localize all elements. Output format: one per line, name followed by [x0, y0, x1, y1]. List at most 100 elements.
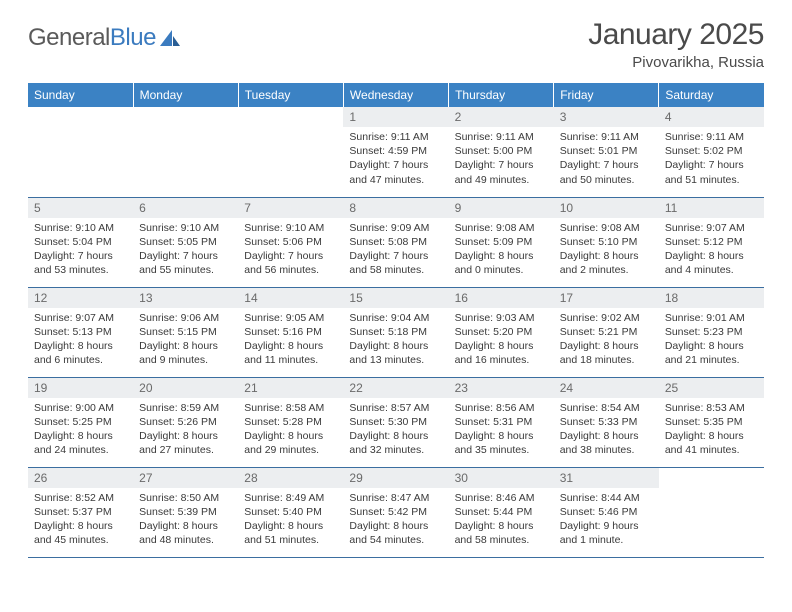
sunrise-label: Sunrise: 8:47 AM	[349, 491, 442, 505]
day-number: 28	[238, 468, 343, 488]
calendar-cell: 28Sunrise: 8:49 AMSunset: 5:40 PMDayligh…	[238, 467, 343, 557]
sunset-label: Sunset: 4:59 PM	[349, 144, 442, 158]
location-label: Pivovarikha, Russia	[588, 54, 764, 71]
title-block: January 2025 Pivovarikha, Russia	[588, 18, 764, 71]
day-data: Sunrise: 9:11 AMSunset: 4:59 PMDaylight:…	[343, 127, 448, 191]
daylight-line-a: Daylight: 8 hours	[139, 519, 232, 533]
day-data: Sunrise: 8:50 AMSunset: 5:39 PMDaylight:…	[133, 488, 238, 552]
calendar-cell: 29Sunrise: 8:47 AMSunset: 5:42 PMDayligh…	[343, 467, 448, 557]
calendar-cell: 15Sunrise: 9:04 AMSunset: 5:18 PMDayligh…	[343, 287, 448, 377]
sunrise-label: Sunrise: 9:09 AM	[349, 221, 442, 235]
day-data: Sunrise: 9:02 AMSunset: 5:21 PMDaylight:…	[554, 308, 659, 372]
sunset-label: Sunset: 5:12 PM	[665, 235, 758, 249]
calendar-cell: 2Sunrise: 9:11 AMSunset: 5:00 PMDaylight…	[449, 107, 554, 197]
sunset-label: Sunset: 5:06 PM	[244, 235, 337, 249]
daylight-line-b: and 9 minutes.	[139, 353, 232, 367]
daylight-line-a: Daylight: 7 hours	[244, 249, 337, 263]
day-data: Sunrise: 9:07 AMSunset: 5:12 PMDaylight:…	[659, 218, 764, 282]
calendar-cell: 24Sunrise: 8:54 AMSunset: 5:33 PMDayligh…	[554, 377, 659, 467]
brand-name: GeneralBlue	[28, 24, 156, 52]
daylight-line-b: and 29 minutes.	[244, 443, 337, 457]
sunrise-label: Sunrise: 8:57 AM	[349, 401, 442, 415]
day-data: Sunrise: 8:59 AMSunset: 5:26 PMDaylight:…	[133, 398, 238, 462]
calendar-cell: 27Sunrise: 8:50 AMSunset: 5:39 PMDayligh…	[133, 467, 238, 557]
sunrise-label: Sunrise: 8:53 AM	[665, 401, 758, 415]
daylight-line-a: Daylight: 8 hours	[349, 429, 442, 443]
day-number: 1	[343, 107, 448, 127]
sunset-label: Sunset: 5:18 PM	[349, 325, 442, 339]
sunset-label: Sunset: 5:33 PM	[560, 415, 653, 429]
daylight-line-b: and 24 minutes.	[34, 443, 127, 457]
day-number: 22	[343, 378, 448, 398]
daylight-line-a: Daylight: 8 hours	[244, 519, 337, 533]
day-number: 29	[343, 468, 448, 488]
daylight-line-a: Daylight: 7 hours	[560, 158, 653, 172]
day-data: Sunrise: 8:58 AMSunset: 5:28 PMDaylight:…	[238, 398, 343, 462]
day-number: 27	[133, 468, 238, 488]
day-data: Sunrise: 8:49 AMSunset: 5:40 PMDaylight:…	[238, 488, 343, 552]
daylight-line-b: and 50 minutes.	[560, 173, 653, 187]
daylight-line-b: and 21 minutes.	[665, 353, 758, 367]
day-number: 25	[659, 378, 764, 398]
daylight-line-b: and 18 minutes.	[560, 353, 653, 367]
sunset-label: Sunset: 5:08 PM	[349, 235, 442, 249]
daylight-line-b: and 32 minutes.	[349, 443, 442, 457]
daylight-line-a: Daylight: 8 hours	[455, 249, 548, 263]
day-number: 19	[28, 378, 133, 398]
daylight-line-a: Daylight: 7 hours	[34, 249, 127, 263]
calendar-cell: 9Sunrise: 9:08 AMSunset: 5:09 PMDaylight…	[449, 197, 554, 287]
daylight-line-a: Daylight: 8 hours	[139, 339, 232, 353]
calendar-cell: 30Sunrise: 8:46 AMSunset: 5:44 PMDayligh…	[449, 467, 554, 557]
sunset-label: Sunset: 5:15 PM	[139, 325, 232, 339]
calendar-row: 5Sunrise: 9:10 AMSunset: 5:04 PMDaylight…	[28, 197, 764, 287]
day-data: Sunrise: 9:00 AMSunset: 5:25 PMDaylight:…	[28, 398, 133, 462]
day-number: 4	[659, 107, 764, 127]
calendar-row: 1Sunrise: 9:11 AMSunset: 4:59 PMDaylight…	[28, 107, 764, 197]
daylight-line-a: Daylight: 8 hours	[560, 429, 653, 443]
day-data: Sunrise: 8:53 AMSunset: 5:35 PMDaylight:…	[659, 398, 764, 462]
day-header: Wednesday	[343, 83, 448, 107]
sunset-label: Sunset: 5:39 PM	[139, 505, 232, 519]
daylight-line-b: and 51 minutes.	[244, 533, 337, 547]
daylight-line-b: and 4 minutes.	[665, 263, 758, 277]
daylight-line-b: and 16 minutes.	[455, 353, 548, 367]
sunset-label: Sunset: 5:20 PM	[455, 325, 548, 339]
sunrise-label: Sunrise: 9:10 AM	[139, 221, 232, 235]
day-number: 23	[449, 378, 554, 398]
sunset-label: Sunset: 5:10 PM	[560, 235, 653, 249]
daylight-line-a: Daylight: 8 hours	[34, 519, 127, 533]
daylight-line-a: Daylight: 7 hours	[455, 158, 548, 172]
daylight-line-b: and 1 minute.	[560, 533, 653, 547]
daylight-line-b: and 58 minutes.	[349, 263, 442, 277]
daylight-line-a: Daylight: 7 hours	[349, 158, 442, 172]
sunrise-label: Sunrise: 8:54 AM	[560, 401, 653, 415]
daylight-line-b: and 11 minutes.	[244, 353, 337, 367]
sunrise-label: Sunrise: 9:08 AM	[560, 221, 653, 235]
day-data: Sunrise: 9:06 AMSunset: 5:15 PMDaylight:…	[133, 308, 238, 372]
calendar-cell: 16Sunrise: 9:03 AMSunset: 5:20 PMDayligh…	[449, 287, 554, 377]
day-data: Sunrise: 8:56 AMSunset: 5:31 PMDaylight:…	[449, 398, 554, 462]
calendar-cell: 4Sunrise: 9:11 AMSunset: 5:02 PMDaylight…	[659, 107, 764, 197]
sunset-label: Sunset: 5:04 PM	[34, 235, 127, 249]
daylight-line-a: Daylight: 8 hours	[560, 339, 653, 353]
day-number: 11	[659, 198, 764, 218]
day-number: 12	[28, 288, 133, 308]
day-header: Monday	[133, 83, 238, 107]
daylight-line-a: Daylight: 8 hours	[34, 429, 127, 443]
sunrise-label: Sunrise: 9:11 AM	[455, 130, 548, 144]
calendar-row: 12Sunrise: 9:07 AMSunset: 5:13 PMDayligh…	[28, 287, 764, 377]
sunset-label: Sunset: 5:40 PM	[244, 505, 337, 519]
sunset-label: Sunset: 5:31 PM	[455, 415, 548, 429]
sunrise-label: Sunrise: 9:01 AM	[665, 311, 758, 325]
daylight-line-b: and 49 minutes.	[455, 173, 548, 187]
day-data: Sunrise: 8:46 AMSunset: 5:44 PMDaylight:…	[449, 488, 554, 552]
sunrise-label: Sunrise: 8:56 AM	[455, 401, 548, 415]
calendar-cell: 22Sunrise: 8:57 AMSunset: 5:30 PMDayligh…	[343, 377, 448, 467]
day-data: Sunrise: 9:10 AMSunset: 5:05 PMDaylight:…	[133, 218, 238, 282]
sunset-label: Sunset: 5:02 PM	[665, 144, 758, 158]
daylight-line-a: Daylight: 8 hours	[665, 429, 758, 443]
calendar-cell: 5Sunrise: 9:10 AMSunset: 5:04 PMDaylight…	[28, 197, 133, 287]
sunset-label: Sunset: 5:25 PM	[34, 415, 127, 429]
daylight-line-a: Daylight: 7 hours	[349, 249, 442, 263]
day-data: Sunrise: 9:09 AMSunset: 5:08 PMDaylight:…	[343, 218, 448, 282]
